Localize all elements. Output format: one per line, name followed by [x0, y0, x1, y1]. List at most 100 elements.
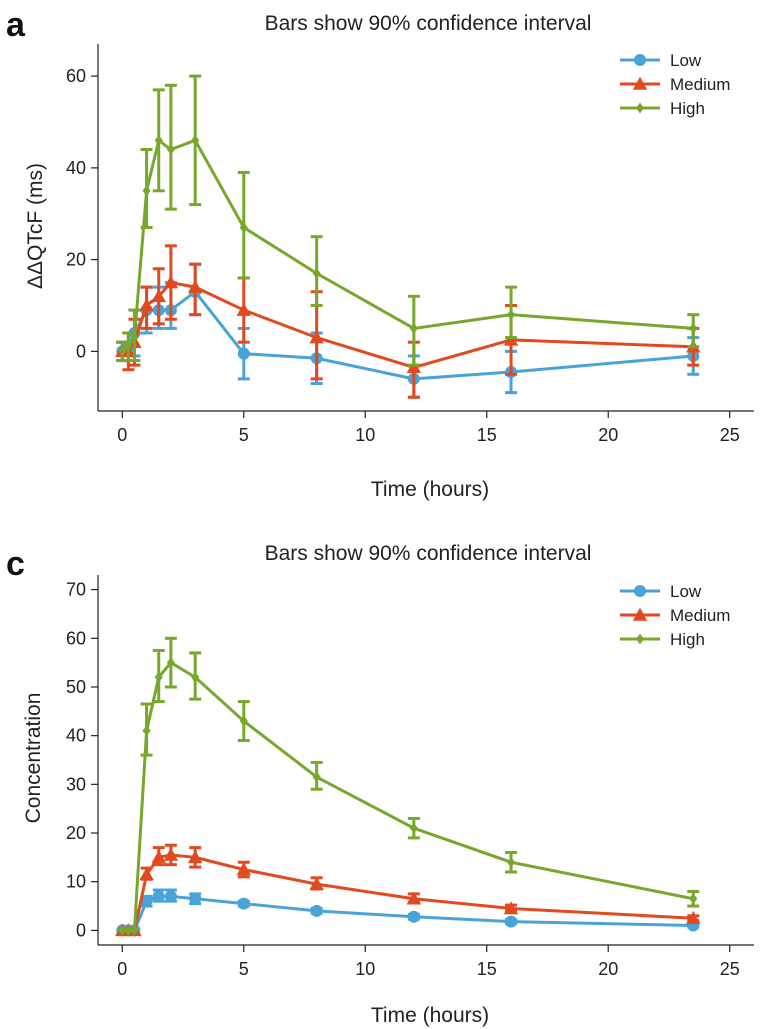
- series-line: [122, 853, 694, 932]
- marker-point: [312, 771, 321, 783]
- y-tick-label: 10: [66, 872, 86, 892]
- marker-point: [189, 892, 202, 905]
- legend-label: Low: [670, 582, 702, 601]
- x-tick-label: 25: [720, 425, 740, 445]
- marker-point: [309, 330, 324, 344]
- marker-point: [166, 657, 175, 669]
- marker-point: [236, 302, 251, 316]
- series-low: [116, 262, 700, 399]
- marker-point: [118, 924, 127, 936]
- x-tick-label: 20: [598, 959, 618, 979]
- panel-label-a: a: [6, 6, 26, 44]
- marker-point: [632, 76, 648, 90]
- legend-label: Low: [670, 51, 702, 70]
- marker-point: [689, 893, 698, 905]
- marker-point: [124, 924, 133, 936]
- marker-point: [310, 904, 323, 917]
- marker-point: [130, 332, 139, 343]
- chart-title: Bars show 90% confidence interval: [265, 542, 592, 565]
- y-tick-label: 40: [66, 158, 86, 178]
- marker-point: [164, 890, 177, 903]
- marker-point: [407, 910, 420, 923]
- panel-label-c: c: [6, 545, 25, 583]
- marker-point: [154, 134, 163, 146]
- marker-point: [632, 607, 648, 621]
- marker-point: [124, 341, 133, 353]
- marker-point: [506, 309, 516, 321]
- marker-point: [237, 347, 250, 360]
- x-tick-label: 10: [355, 959, 375, 979]
- legend: Low Medium High: [620, 582, 730, 649]
- x-axis-label: Time (hours): [371, 1004, 489, 1027]
- marker-point: [239, 222, 248, 233]
- chart-title: Bars show 90% confidence interval: [265, 12, 592, 35]
- marker-point: [154, 671, 163, 683]
- marker-point: [634, 54, 646, 66]
- marker-point: [142, 185, 151, 197]
- y-tick-label: 60: [66, 628, 86, 648]
- marker-point: [635, 102, 645, 114]
- marker-point: [163, 847, 179, 861]
- x-tick-label: 20: [598, 425, 618, 445]
- series-line: [122, 661, 694, 932]
- y-tick-label: 0: [76, 341, 86, 361]
- marker-point: [142, 725, 151, 737]
- x-tick-label: 0: [117, 425, 127, 445]
- legend-label: High: [670, 99, 705, 118]
- marker-point: [503, 332, 519, 346]
- y-tick-label: 40: [66, 726, 86, 746]
- marker-point: [163, 275, 179, 289]
- y-tick-label: 60: [66, 66, 86, 86]
- marker-point: [191, 134, 200, 146]
- marker-point: [409, 822, 418, 834]
- marker-point: [187, 279, 203, 293]
- legend: Low Medium High: [620, 51, 730, 118]
- marker-point: [187, 850, 203, 864]
- x-axis-label: Time (hours): [371, 478, 489, 501]
- y-tick-label: 30: [66, 774, 86, 794]
- marker-point: [118, 345, 127, 357]
- y-tick-label: 70: [66, 580, 86, 600]
- marker-point: [406, 891, 422, 905]
- marker-point: [239, 715, 248, 727]
- legend-label: High: [670, 630, 705, 649]
- marker-point: [312, 267, 321, 279]
- marker-point: [406, 360, 422, 374]
- marker-point: [505, 915, 518, 928]
- marker-point: [130, 924, 139, 936]
- y-tick-label: 20: [66, 250, 86, 270]
- x-tick-label: 5: [239, 959, 249, 979]
- x-tick-label: 25: [720, 959, 740, 979]
- marker-point: [409, 323, 418, 334]
- marker-point: [151, 850, 166, 864]
- series-line: [121, 138, 694, 353]
- marker-point: [236, 862, 251, 876]
- marker-point: [503, 901, 519, 915]
- marker-point: [634, 585, 646, 597]
- legend-label: Medium: [670, 606, 730, 625]
- y-tick-label: 20: [66, 823, 86, 843]
- marker-point: [635, 633, 645, 645]
- x-tick-label: 15: [477, 959, 497, 979]
- marker-point: [139, 867, 154, 881]
- marker-point: [166, 144, 175, 155]
- marker-point: [139, 298, 154, 312]
- y-axis-label: Concentration: [22, 693, 45, 824]
- marker-point: [237, 897, 250, 910]
- marker-point: [151, 289, 166, 303]
- x-tick-label: 10: [355, 425, 375, 445]
- chart-panel-a: a Bars show 90% confidence interval Time…: [6, 6, 754, 501]
- marker-point: [506, 856, 516, 868]
- marker-point: [140, 895, 153, 908]
- marker-point: [689, 323, 698, 334]
- marker-point: [686, 911, 701, 924]
- y-axis-label: ΔΔQTcF (ms): [24, 163, 47, 289]
- y-tick-label: 50: [66, 677, 86, 697]
- series-high: [118, 636, 700, 936]
- marker-point: [309, 876, 324, 890]
- chart-panel-c: c Bars show 90% confidence interval Time…: [6, 542, 754, 1027]
- marker-point: [152, 890, 165, 903]
- marker-point: [191, 671, 200, 683]
- x-tick-label: 15: [477, 425, 497, 445]
